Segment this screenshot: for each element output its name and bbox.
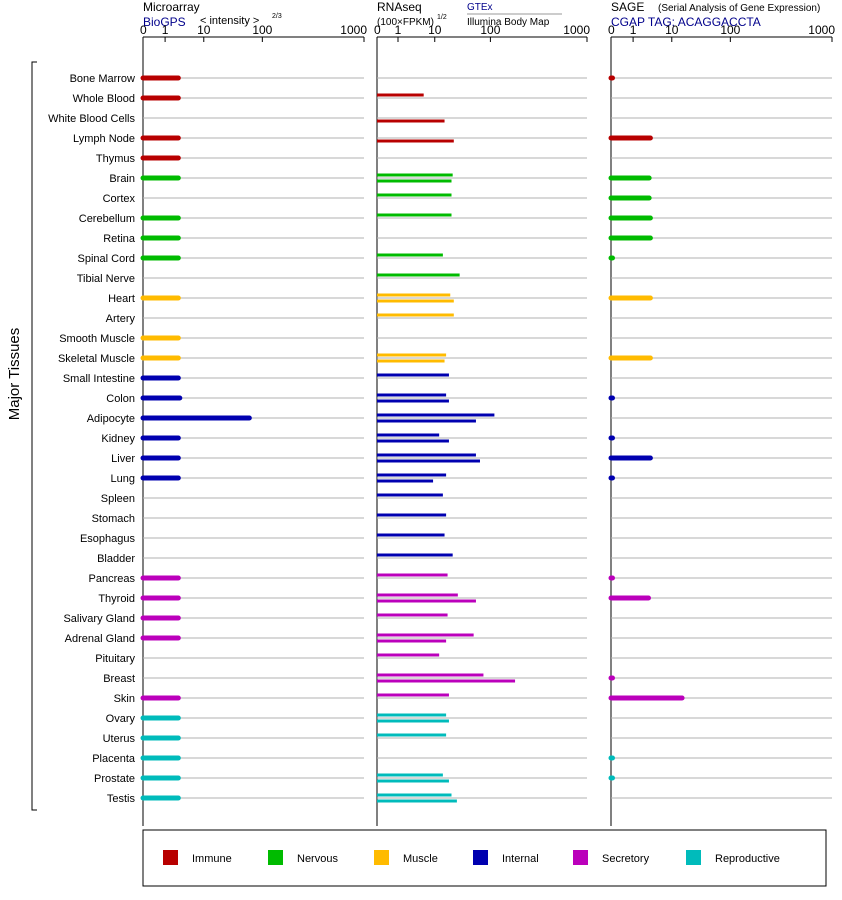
tissue-label: Smooth Muscle: [59, 333, 135, 345]
microarray-source-link[interactable]: BioGPS: [143, 15, 186, 29]
tissue-label: Retina: [103, 233, 136, 245]
legend-swatch-muscle: [374, 850, 389, 865]
gtex-source-link[interactable]: GTEx: [467, 2, 493, 13]
sage-tick-label: 1: [630, 23, 637, 37]
legend-label-nervous: Nervous: [297, 853, 338, 865]
tissue-label: White Blood Cells: [48, 113, 135, 125]
tissue-label: Prostate: [94, 773, 135, 785]
tissue-label: Artery: [106, 313, 136, 325]
sage-tag-line[interactable]: CGAP TAG: ACAGGACCTA: [611, 15, 761, 29]
tissue-label: Placenta: [92, 753, 136, 765]
legend-label-reproductive: Reproductive: [715, 853, 780, 865]
microarray-tick-label: 10: [197, 23, 211, 37]
tissue-label: Bone Marrow: [70, 73, 135, 85]
axes-layer: 0 1 10 100 1000 0 1 10 100 1000 0 1 10 100 1000: [140, 23, 835, 826]
legend: Immune Nervous Muscle Internal Secretory Repr…: [163, 850, 780, 865]
tissue-label: Tibial Nerve: [77, 273, 135, 285]
rnaseq-title: RNAseq: [377, 0, 422, 14]
tissue-label: Spinal Cord: [78, 253, 135, 265]
rnaseq-tick-label: 1000: [563, 23, 590, 37]
legend-label-immune: Immune: [192, 853, 232, 865]
rnaseq-tick-label: 100: [480, 23, 500, 37]
sage-subtitle: (Serial Analysis of Gene Expression): [658, 3, 820, 14]
tissue-label: Colon: [106, 393, 135, 405]
rows-layer: Bone Marrow Whole Blood White Blood Cells L…: [48, 73, 832, 805]
sage-tick-label: 0: [608, 23, 615, 37]
tissue-label: Heart: [108, 293, 135, 305]
y-axis-label: Major Tissues: [6, 328, 23, 421]
tissue-label: Brain: [109, 173, 135, 185]
sage-tick-label: 1000: [808, 23, 835, 37]
tissue-label: Kidney: [101, 433, 135, 445]
tissue-label: Ovary: [106, 713, 136, 725]
tissue-label: Skeletal Muscle: [58, 353, 135, 365]
tissue-label: Uterus: [103, 733, 136, 745]
legend-label-muscle: Muscle: [403, 853, 438, 865]
bars-layer: [140, 75, 685, 803]
tissue-label: Whole Blood: [73, 93, 135, 105]
tissue-label: Small Intestine: [63, 373, 135, 385]
legend-label-secretory: Secretory: [602, 853, 650, 865]
legend-swatch-immune: [163, 850, 178, 865]
sage-tick-label: 10: [665, 23, 679, 37]
tissue-label: Esophagus: [80, 533, 136, 545]
sage-tick-label: 100: [720, 23, 740, 37]
tissue-label: Lymph Node: [73, 133, 135, 145]
microarray-tick-label: 0: [140, 23, 147, 37]
tissue-label: Cortex: [103, 193, 136, 205]
microarray-tick-label: 1000: [340, 23, 367, 37]
rnaseq-tick-label: 10: [428, 23, 442, 37]
tissue-label: Breast: [103, 673, 135, 685]
tissue-label: Stomach: [92, 513, 135, 525]
legend-swatch-reproductive: [686, 850, 701, 865]
tissue-label: Salivary Gland: [63, 613, 135, 625]
legend-swatch-internal: [473, 850, 488, 865]
rnaseq-unit: (100×FPKM): [377, 17, 434, 28]
rnaseq-tick-label: 1: [395, 23, 402, 37]
tissue-label: Thyroid: [98, 593, 135, 605]
tissue-label: Spleen: [101, 493, 135, 505]
rnaseq-tick-label: 0: [374, 23, 381, 37]
legend-label-internal: Internal: [502, 853, 539, 865]
microarray-unit-exponent: 2/3: [272, 13, 282, 20]
microarray-unit: < intensity >: [200, 15, 259, 27]
microarray-tick-label: 100: [252, 23, 272, 37]
legend-swatch-secretory: [573, 850, 588, 865]
microarray-title: Microarray: [143, 0, 200, 14]
tissue-label: Pituitary: [95, 653, 135, 665]
tissue-label: Adipocyte: [87, 413, 135, 425]
tissue-label: Testis: [107, 793, 136, 805]
microarray-tick-label: 1: [162, 23, 169, 37]
legend-swatch-nervous: [268, 850, 283, 865]
y-axis-bracket: [31, 61, 37, 811]
tissue-label: Thymus: [96, 153, 136, 165]
sage-title: SAGE: [611, 0, 644, 14]
illumina-source-label: Illumina Body Map: [467, 17, 550, 28]
rnaseq-unit-exponent: 1/2: [437, 14, 447, 21]
tissue-label: Pancreas: [89, 573, 136, 585]
tissue-label: Liver: [111, 453, 135, 465]
tissue-label: Adrenal Gland: [65, 633, 135, 645]
tissue-label: Bladder: [97, 553, 135, 565]
tissue-label: Lung: [111, 473, 135, 485]
tissue-label: Skin: [114, 693, 135, 705]
tissue-label: Cerebellum: [79, 213, 135, 225]
